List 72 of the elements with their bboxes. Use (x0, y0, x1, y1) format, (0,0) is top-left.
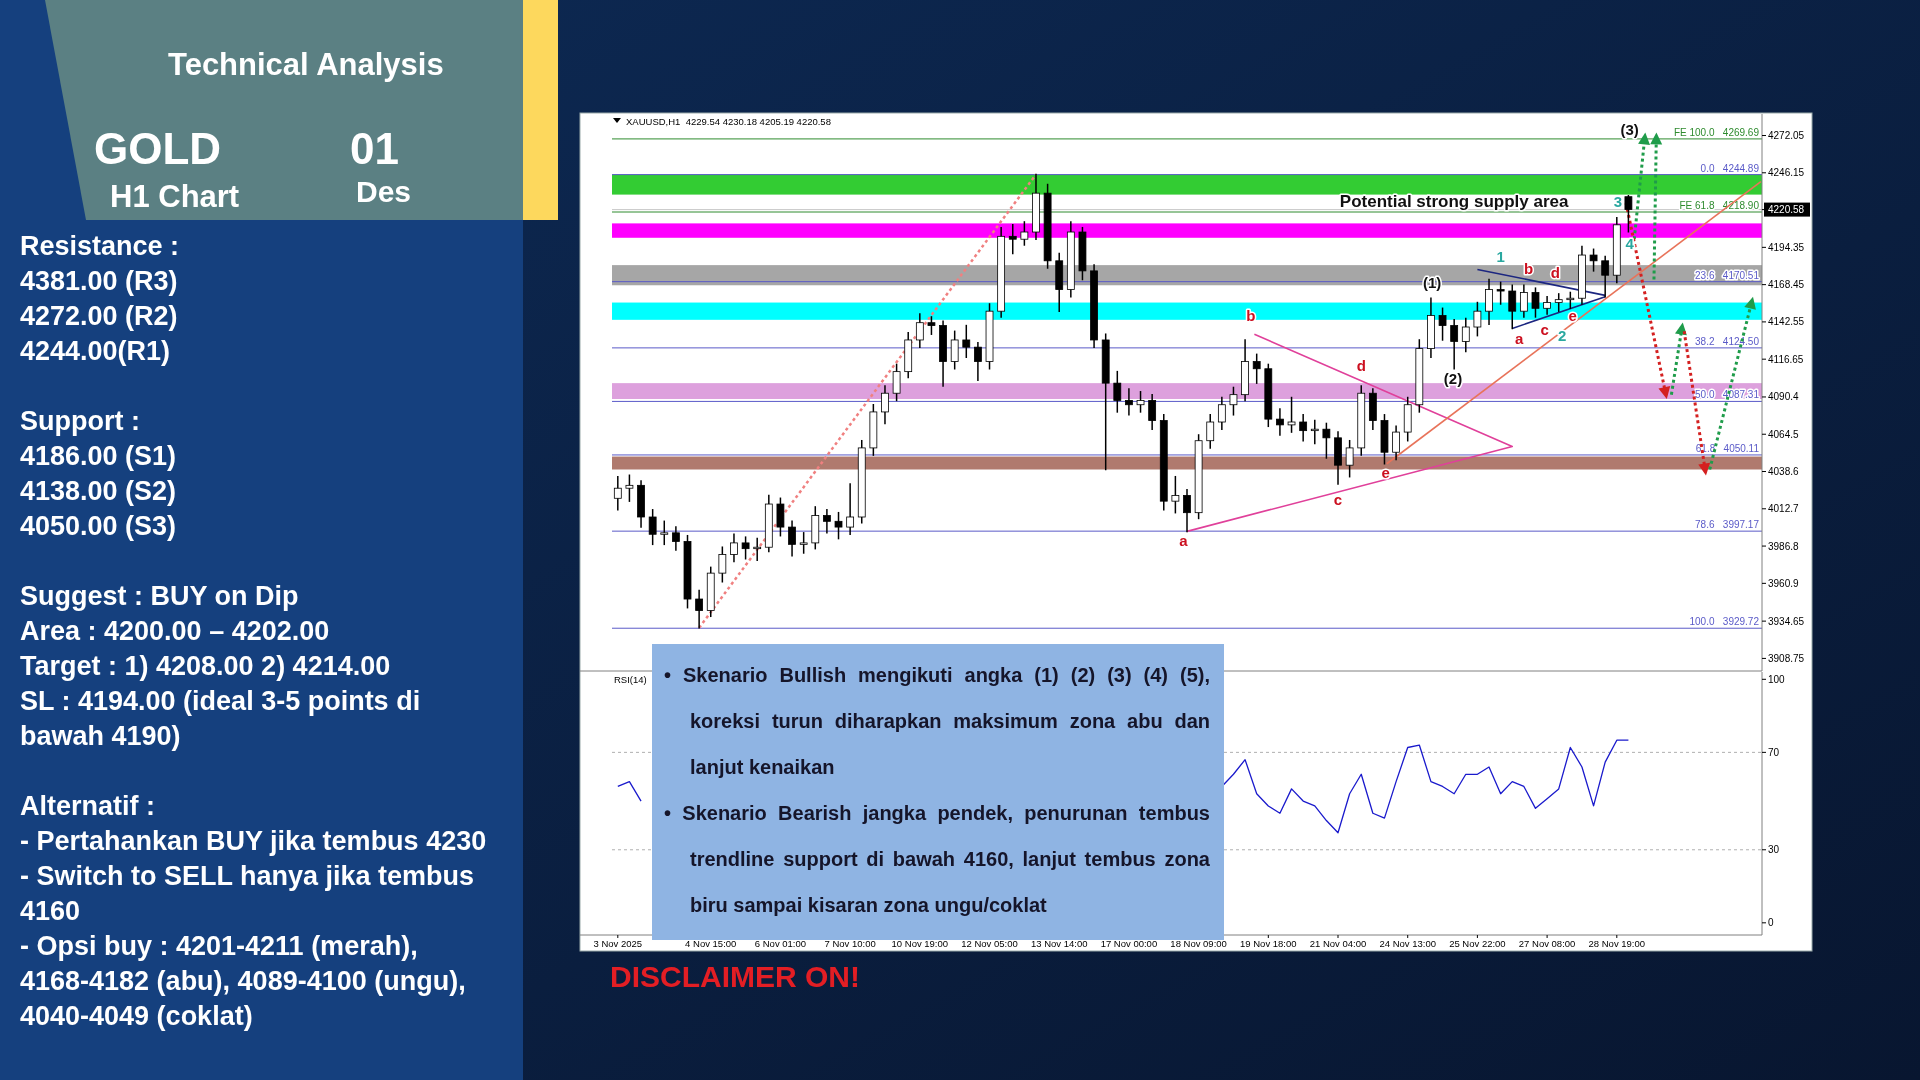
annotation: d (1550, 263, 1560, 281)
text: Des (356, 175, 412, 208)
chart-title: RSI(14) (614, 674, 647, 685)
y-tick-label: 0 (1768, 917, 1774, 929)
y-tick-label: 3986.8 (1768, 540, 1800, 552)
ref-line-label: 23.6 4170.51 (1695, 269, 1760, 281)
x-tick-label: 19 Nov 18:00 (1240, 938, 1297, 949)
y-tick-label: 4064.5 (1768, 428, 1800, 440)
x-tick-label: 24 Nov 13:00 (1379, 938, 1436, 949)
ref-line-label: FE 100.0 4269.69 (1673, 126, 1760, 138)
text: H1 Chart (110, 179, 240, 214)
y-tick-label: 3960.9 (1768, 577, 1800, 589)
y-tick-label: 4090.4 (1768, 391, 1800, 403)
ref-line-label: 50.0 4087.31 (1695, 389, 1760, 401)
text: 01 (350, 124, 399, 173)
x-tick-label: 17 Nov 00:00 (1100, 938, 1158, 949)
x-tick-label: 12 Nov 05:00 (961, 938, 1018, 949)
annotation: a (1179, 531, 1189, 549)
text: Resistance : 4381.00 (R3) 4272.00 (R2) 4244.00(R1) (20, 231, 180, 366)
annotation: c (1333, 491, 1343, 509)
y-tick-label: 4012.7 (1768, 503, 1800, 515)
annotation: 2 (1558, 327, 1567, 345)
x-tick-label: 4 Nov 15:00 (685, 938, 737, 949)
y-tick-label: 4194.35 (1768, 241, 1805, 253)
x-tick-label: 21 Nov 04:00 (1309, 938, 1367, 949)
x-tick-label: 27 Nov 08:00 (1518, 938, 1576, 949)
y-tick-label: 4116.65 (1768, 353, 1804, 365)
annotation: e (1381, 463, 1390, 481)
y-tick-label: 4272.05 (1768, 130, 1805, 142)
y-tick-label: 3908.75 (1768, 652, 1805, 664)
y-tick-label: 70 (1768, 746, 1780, 758)
annotation: e (1568, 307, 1577, 324)
y-tick-label: 3934.65 (1768, 615, 1805, 627)
text: Suggest : BUY on Dip Area : 4200.00 – 4202.00 Target : 1) 4208.00 2) 4214.00 SL : 4194.00 (ideal 3-5 points di bawah 4190) (20, 581, 421, 751)
y-tick-label: 100 (1768, 673, 1786, 685)
annotation: a (1515, 330, 1525, 348)
annotation: (2) (1443, 370, 1463, 388)
y-tick-label: 4246.15 (1768, 167, 1805, 179)
x-tick-label: 3 Nov 2025 (593, 938, 643, 949)
annotation: b (1246, 307, 1256, 324)
x-tick-label: 25 Nov 22:00 (1449, 938, 1506, 949)
text: GOLD (94, 124, 222, 173)
annotation: 3 (1613, 193, 1623, 211)
annotation: (3) (1620, 121, 1639, 139)
chart-title: XAUUSD,H1 4229.54 4230.18 4205.19 4220.58 (626, 116, 831, 127)
text: Support : 4186.00 (S1) 4138.00 (S2) 4050.00 (S3) (20, 406, 177, 541)
ref-line-label: 100.0 3929.72 (1689, 616, 1760, 628)
y-tick-label: 4168.45 (1768, 279, 1805, 291)
text: • Skenario Bullish mengikuti angka (1) (2) (3) (4) (5), koreksi turun diharapkan maksimum zona abu dan lanjut kenaikan (664, 664, 1210, 778)
ref-line-label: 38.2 4124.50 (1695, 335, 1760, 347)
text: Technical Analysis (168, 47, 444, 82)
ref-line-label: 78.6 3997.17 (1695, 519, 1760, 531)
annotation: Potential strong supply area (1339, 192, 1570, 212)
annotation: 1 (1496, 247, 1505, 265)
text: DISCLAIMER ON! (610, 960, 860, 993)
annotation: d (1356, 357, 1366, 375)
x-tick-label: 6 Nov 01:00 (754, 938, 807, 949)
y-tick-label: 4142.55 (1768, 316, 1805, 328)
x-tick-label: 7 Nov 10:00 (824, 938, 876, 949)
text: • Skenario Bearish jangka pendek, penurunan tembus trendline support di bawah 4160, lanjut tembus zona biru sampai kisaran zona ungu/coklat (664, 802, 1210, 916)
text: Alternatif : - Pertahankan BUY jika tembus 4230 - Switch to SELL hanya jika tembus 4160 - Opsi buy : 4201-4211 (merah), 4168-4182 (abu), 4089-4100 (ungu), 4040-4049 (coklat) (20, 791, 487, 1031)
x-tick-label: 10 Nov 19:00 (891, 938, 949, 949)
x-tick-label: 18 Nov 09:00 (1170, 938, 1227, 949)
x-tick-label: 28 Nov 19:00 (1588, 938, 1646, 949)
y-tick-label: 4038.6 (1768, 466, 1800, 478)
y-tick-label: 4220.58 (1768, 204, 1805, 216)
annotation: c (1540, 321, 1549, 339)
annotation: 4 (1625, 235, 1635, 253)
annotation: b (1523, 259, 1534, 277)
x-tick-label: 13 Nov 14:00 (1030, 938, 1088, 949)
y-tick-label: 30 (1768, 844, 1780, 856)
ref-line-label: 0.0 4244.89 (1700, 162, 1760, 174)
